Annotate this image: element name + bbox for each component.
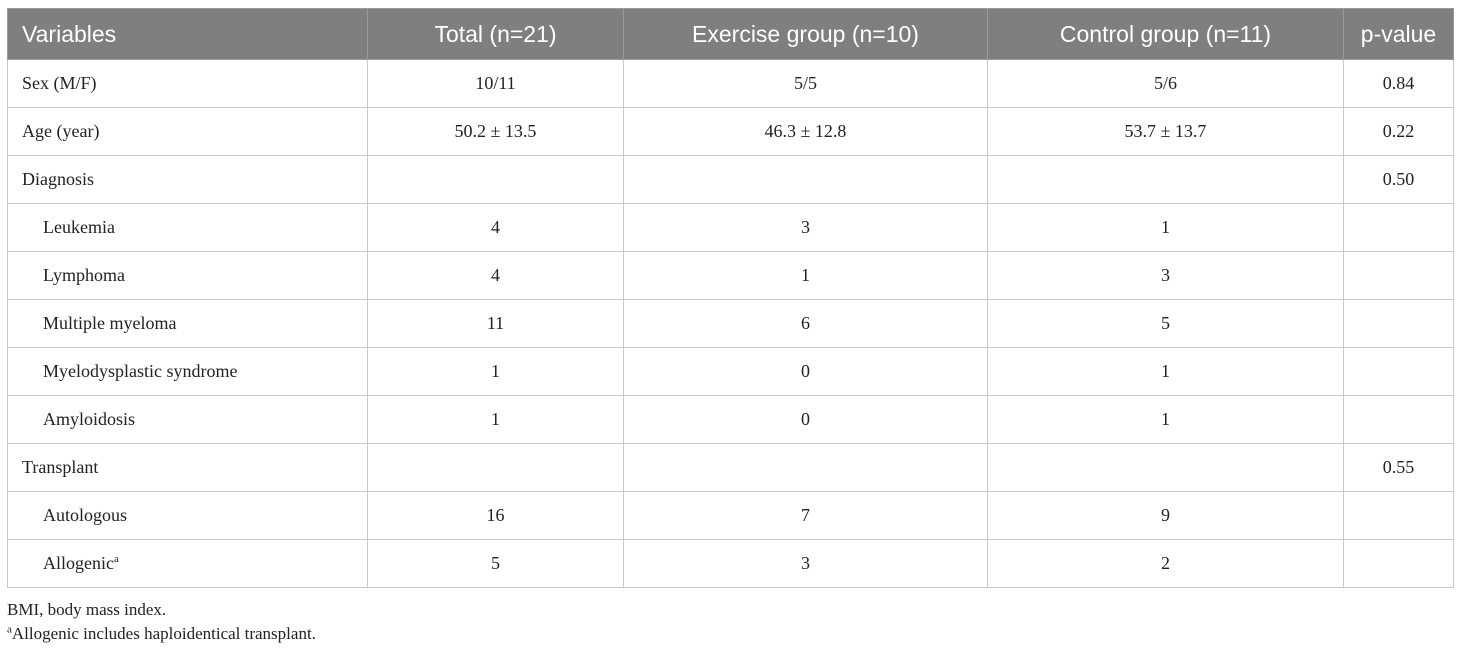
cell-total: 4 [367,203,624,252]
footnote-a: aAllogenic includes haploidentical trans… [7,622,316,646]
row-label: Autologous [7,491,368,540]
header-total: Total (n=21) [367,8,624,60]
footnote-a-marker: a [7,623,12,636]
cell-total: 4 [367,251,624,300]
table-row: Age (year) 50.2 ± 13.5 46.3 ± 12.8 53.7 … [7,107,1454,156]
cell-exercise [623,155,988,204]
cell-exercise: 0 [623,395,988,444]
cell-total: 50.2 ± 13.5 [367,107,624,156]
row-label: Sex (M/F) [7,59,368,108]
cell-exercise: 1 [623,251,988,300]
cell-control: 3 [987,251,1344,300]
cell-total: 5 [367,539,624,588]
table-row: Transplant 0.55 [7,443,1454,492]
cell-exercise: 3 [623,203,988,252]
cell-p-value [1343,299,1454,348]
cell-exercise: 3 [623,539,988,588]
row-label: Transplant [7,443,368,492]
cell-control: 1 [987,395,1344,444]
cell-control: 5 [987,299,1344,348]
cell-p-value: 0.50 [1343,155,1454,204]
cell-total: 16 [367,491,624,540]
row-label-cell: Allogenica [7,539,368,588]
cell-total: 1 [367,347,624,396]
table-row: Lymphoma 4 1 3 [7,251,1454,300]
table-row: Myelodysplastic syndrome 1 0 1 [7,347,1454,396]
row-label: Lymphoma [7,251,368,300]
footnote-marker: a [113,553,119,565]
characteristics-table-container: Variables Total (n=21) Exercise group (n… [7,8,1454,588]
header-p-value: p-value [1343,8,1454,60]
cell-p-value [1343,491,1454,540]
cell-control: 1 [987,203,1344,252]
row-label: Multiple myeloma [7,299,368,348]
abbreviation-note: BMI, body mass index. [7,600,167,619]
cell-control: 9 [987,491,1344,540]
cell-total [367,155,624,204]
cell-exercise: 7 [623,491,988,540]
cell-control: 5/6 [987,59,1344,108]
cell-exercise: 46.3 ± 12.8 [623,107,988,156]
cell-p-value [1343,539,1454,588]
cell-total: 1 [367,395,624,444]
cell-p-value [1343,203,1454,252]
row-label: Leukemia [7,203,368,252]
cell-exercise: 0 [623,347,988,396]
table-row: Sex (M/F) 10/11 5/5 5/6 0.84 [7,59,1454,108]
cell-exercise [623,443,988,492]
cell-p-value [1343,395,1454,444]
characteristics-table: Variables Total (n=21) Exercise group (n… [7,8,1454,588]
table-row: Autologous 16 7 9 [7,491,1454,540]
row-label: Myelodysplastic syndrome [7,347,368,396]
cell-exercise: 5/5 [623,59,988,108]
cell-exercise: 6 [623,299,988,348]
cell-total: 10/11 [367,59,624,108]
cell-p-value: 0.55 [1343,443,1454,492]
table-header-row: Variables Total (n=21) Exercise group (n… [7,8,1454,60]
cell-control: 2 [987,539,1344,588]
cell-p-value: 0.84 [1343,59,1454,108]
row-label: Allogenic [43,553,114,573]
table-row: Allogenica 5 3 2 [7,539,1454,588]
header-variables: Variables [7,8,368,60]
cell-p-value [1343,347,1454,396]
header-control-group: Control group (n=11) [987,8,1344,60]
footnote-a-text: Allogenic includes haploidentical transp… [11,624,316,643]
cell-total: 11 [367,299,624,348]
cell-control [987,155,1344,204]
cell-p-value [1343,251,1454,300]
table-row: Leukemia 4 3 1 [7,203,1454,252]
table-footnotes: BMI, body mass index. aAllogenic include… [7,598,316,646]
cell-control [987,443,1344,492]
header-exercise-group: Exercise group (n=10) [623,8,988,60]
cell-p-value: 0.22 [1343,107,1454,156]
cell-control: 1 [987,347,1344,396]
table-row: Multiple myeloma 11 6 5 [7,299,1454,348]
row-label: Diagnosis [7,155,368,204]
table-row: Diagnosis 0.50 [7,155,1454,204]
cell-control: 53.7 ± 13.7 [987,107,1344,156]
row-label: Age (year) [7,107,368,156]
cell-total [367,443,624,492]
row-label: Amyloidosis [7,395,368,444]
table-row: Amyloidosis 1 0 1 [7,395,1454,444]
